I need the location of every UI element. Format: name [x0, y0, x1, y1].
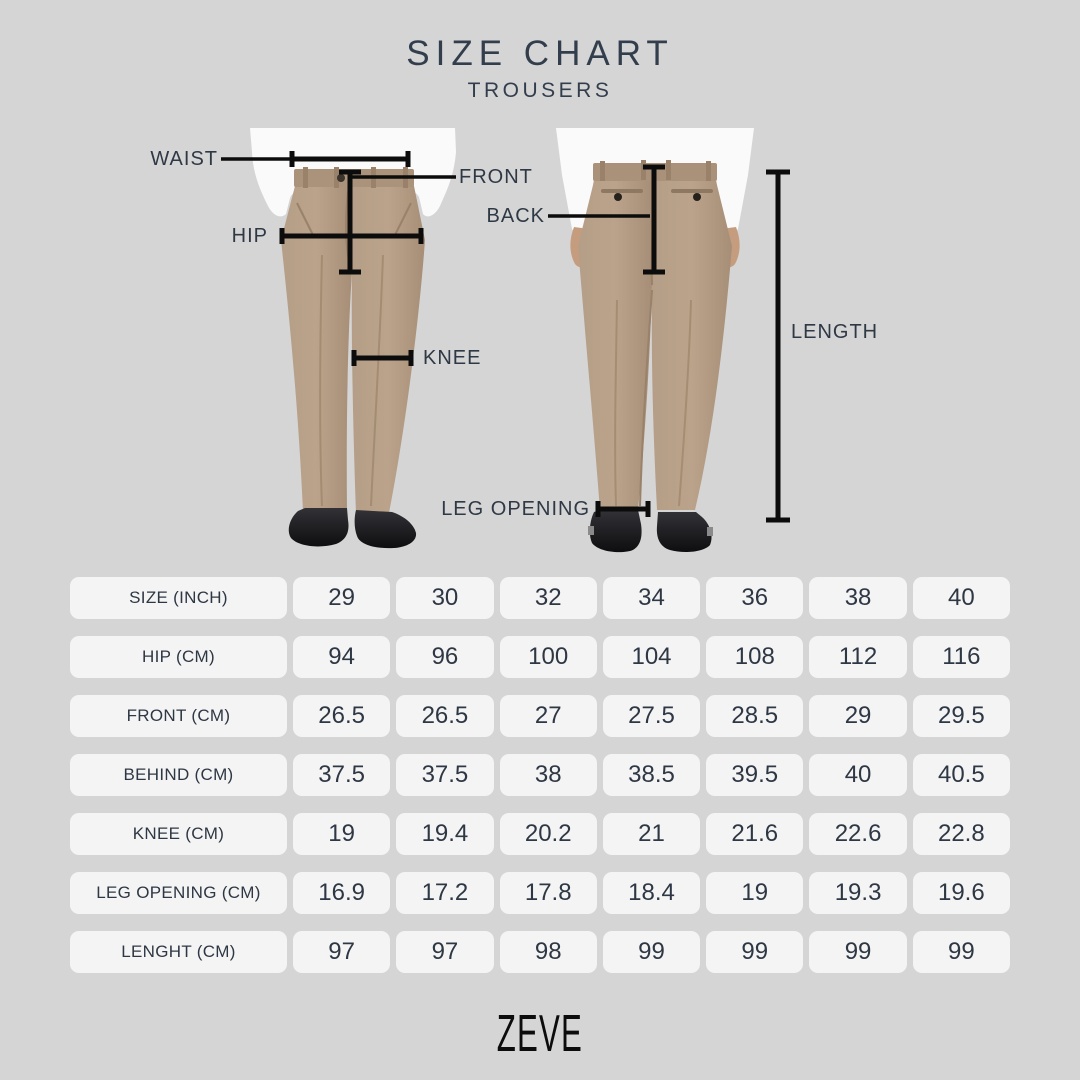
value-cell: 29 — [293, 577, 391, 619]
row-label-cell: BEHIND (CM) — [70, 754, 287, 796]
value-cell: 26.5 — [293, 695, 391, 737]
back-belt-loops — [600, 160, 711, 181]
knee-measure-bar — [351, 350, 414, 366]
value-cell: 19 — [293, 813, 391, 855]
value-cell: 99 — [809, 931, 907, 973]
brand-logo: ZEVE — [496, 1005, 584, 1063]
value-cell: 99 — [706, 931, 804, 973]
value-cell: 22.6 — [809, 813, 907, 855]
value-cell: 108 — [706, 636, 804, 678]
length-label: LENGTH — [791, 321, 879, 343]
value-cell: 29.5 — [912, 695, 1010, 737]
row-label-cell: LEG OPENING (CM) — [70, 872, 287, 914]
value-cell: 96 — [396, 636, 494, 678]
value-cell: 19.6 — [912, 872, 1010, 914]
value-cell: 19.3 — [809, 872, 907, 914]
hip-measure-bar — [279, 228, 424, 244]
value-cell: 26.5 — [396, 695, 494, 737]
value-cell: 34 — [602, 577, 701, 619]
front-trousers-right-leg — [351, 186, 425, 513]
back-left-shoe — [589, 510, 642, 553]
trouser-figures-svg — [221, 128, 790, 553]
back-left-shoe-buckle — [588, 526, 594, 535]
value-cell: 112 — [809, 636, 907, 678]
leg-opening-measure-bar — [595, 501, 651, 517]
row-label-cell: KNEE (CM) — [70, 813, 287, 855]
front-label: FRONT — [459, 166, 533, 188]
value-cell: 27 — [499, 695, 597, 737]
value-cell: 21 — [602, 813, 701, 855]
value-cell: 36 — [706, 577, 804, 619]
value-cell: 39.5 — [706, 754, 804, 796]
value-cell: 97 — [293, 931, 391, 973]
back-right-shoe — [656, 512, 712, 553]
value-cell: 29 — [809, 695, 907, 737]
front-trousers-left-leg — [281, 186, 352, 512]
value-cell: 94 — [293, 636, 391, 678]
trouser-diagram: WAIST FRONT HIP BACK KNEE LEG OPENING LE… — [0, 120, 1080, 572]
back-right-shoe-buckle — [707, 527, 713, 536]
front-rise-measure-bar — [339, 169, 361, 275]
value-cell: 18.4 — [602, 872, 701, 914]
back-right-pocket-button — [693, 193, 701, 201]
row-label-cell: LENGHT (CM) — [70, 931, 287, 973]
back-rise-measure-bar — [643, 164, 665, 275]
value-cell: 27.5 — [602, 695, 701, 737]
value-cell: 40 — [809, 754, 907, 796]
value-cell: 16.9 — [293, 872, 391, 914]
front-waist-button — [337, 174, 345, 182]
value-cell: 19.4 — [396, 813, 494, 855]
value-cell: 99 — [602, 931, 701, 973]
row-label-cell: HIP (CM) — [70, 636, 287, 678]
value-cell: 116 — [912, 636, 1010, 678]
length-measure-bar — [766, 169, 790, 523]
value-cell: 28.5 — [706, 695, 804, 737]
value-cell: 37.5 — [293, 754, 391, 796]
waist-measure-bar — [289, 151, 411, 167]
back-view-figure — [556, 128, 754, 553]
value-cell: 100 — [499, 636, 597, 678]
measurement-leader-lines — [221, 157, 650, 218]
page-subtitle: TROUSERS — [467, 79, 613, 102]
value-cell: 37.5 — [396, 754, 494, 796]
value-cell: 38.5 — [602, 754, 701, 796]
header: SIZE CHART TROUSERS — [0, 0, 1080, 103]
value-cell: 40 — [912, 577, 1010, 619]
leg-opening-label: LEG OPENING — [441, 498, 590, 520]
knee-label: KNEE — [423, 347, 482, 369]
waist-label: WAIST — [150, 148, 218, 170]
value-cell: 22.8 — [912, 813, 1010, 855]
value-cell: 38 — [499, 754, 597, 796]
value-cell: 104 — [602, 636, 701, 678]
front-view-figure — [250, 128, 456, 549]
front-right-shoe — [354, 510, 417, 549]
row-label-cell: SIZE (INCH) — [70, 577, 287, 619]
front-trouser-creases — [319, 254, 384, 507]
size-table: SIZE (INCH) 29 30 32 34 36 38 40 HIP (CM… — [70, 577, 1010, 973]
value-cell: 38 — [809, 577, 907, 619]
value-cell: 17.8 — [499, 872, 597, 914]
value-cell: 40.5 — [912, 754, 1010, 796]
back-label: BACK — [486, 205, 545, 227]
measurement-bars — [279, 151, 790, 523]
back-trousers-right-leg — [651, 181, 732, 510]
value-cell: 30 — [396, 577, 494, 619]
back-trouser-creases — [614, 299, 692, 507]
value-cell: 98 — [499, 931, 597, 973]
back-left-pocket-button — [614, 193, 622, 201]
hip-label: HIP — [231, 225, 268, 247]
back-trousers-left-leg — [578, 181, 652, 510]
front-left-shoe — [288, 508, 349, 547]
value-cell: 32 — [499, 577, 597, 619]
value-cell: 97 — [396, 931, 494, 973]
row-label-cell: FRONT (CM) — [70, 695, 287, 737]
value-cell: 20.2 — [499, 813, 597, 855]
value-cell: 99 — [912, 931, 1010, 973]
footer: ZEVE — [0, 1004, 1080, 1064]
value-cell: 21.6 — [706, 813, 804, 855]
value-cell: 19 — [706, 872, 804, 914]
page-title: SIZE CHART — [406, 34, 674, 73]
value-cell: 17.2 — [396, 872, 494, 914]
